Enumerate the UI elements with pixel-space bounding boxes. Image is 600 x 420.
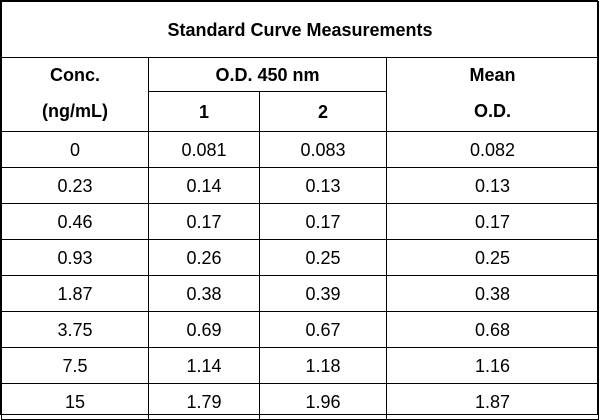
conc-cell: 0.23	[1, 167, 149, 204]
od1-cell: 1.79	[148, 383, 260, 420]
table-title: Standard Curve Measurements	[0, 1, 600, 58]
od2-cell: 0.67	[259, 311, 387, 348]
conc-header-line2: (ng/mL)	[1, 91, 149, 132]
od-col1-header: 1	[148, 91, 260, 132]
header-row-1: Conc. O.D. 450 nm Mean	[1, 57, 600, 92]
table-row: 0 0.081 0.083 0.082	[1, 131, 600, 168]
table-row: 0.23 0.14 0.13 0.13	[1, 167, 600, 204]
mean-cell: 1.87	[385, 383, 600, 420]
conc-cell: 3.75	[1, 311, 149, 348]
mean-cell: 0.13	[385, 167, 600, 204]
od1-cell: 0.26	[148, 239, 260, 276]
od1-cell: 0.17	[148, 203, 260, 240]
mean-cell: 0.17	[385, 203, 600, 240]
od2-cell: 0.17	[259, 203, 387, 240]
od1-cell: 0.081	[148, 131, 260, 168]
conc-cell: 0	[1, 131, 149, 168]
header-row-2: (ng/mL) 1 2 O.D.	[1, 91, 600, 132]
conc-header-line1: Conc.	[1, 57, 149, 92]
mean-cell: 0.25	[385, 239, 600, 276]
table-row: 7.5 1.14 1.18 1.16	[1, 347, 600, 384]
table-row: 15 1.79 1.96 1.87	[1, 383, 600, 420]
mean-cell: 0.082	[385, 131, 600, 168]
mean-header-line2: O.D.	[385, 91, 600, 132]
conc-cell: 15	[1, 383, 149, 420]
od2-cell: 0.083	[259, 131, 387, 168]
mean-header-line1: Mean	[385, 57, 600, 92]
od2-cell: 0.25	[259, 239, 387, 276]
table-row: 1.87 0.38 0.39 0.38	[1, 275, 600, 312]
od1-cell: 0.38	[148, 275, 260, 312]
table-row: 0.46 0.17 0.17 0.17	[1, 203, 600, 240]
od2-cell: 0.39	[259, 275, 387, 312]
od1-cell: 1.14	[148, 347, 260, 384]
od1-cell: 0.69	[148, 311, 260, 348]
mean-cell: 0.68	[385, 311, 600, 348]
table-row: 0.93 0.26 0.25 0.25	[1, 239, 600, 276]
od2-cell: 1.18	[259, 347, 387, 384]
od2-cell: 1.96	[259, 383, 387, 420]
od1-cell: 0.14	[148, 167, 260, 204]
conc-cell: 7.5	[1, 347, 149, 384]
od2-cell: 0.13	[259, 167, 387, 204]
conc-cell: 0.46	[1, 203, 149, 240]
mean-cell: 0.38	[385, 275, 600, 312]
conc-cell: 1.87	[1, 275, 149, 312]
table-row: 3.75 0.69 0.67 0.68	[1, 311, 600, 348]
conc-cell: 0.93	[1, 239, 149, 276]
od-group-header: O.D. 450 nm	[148, 57, 387, 92]
mean-cell: 1.16	[385, 347, 600, 384]
od-col2-header: 2	[259, 91, 387, 132]
table-title-row: Standard Curve Measurements	[0, 1, 600, 58]
